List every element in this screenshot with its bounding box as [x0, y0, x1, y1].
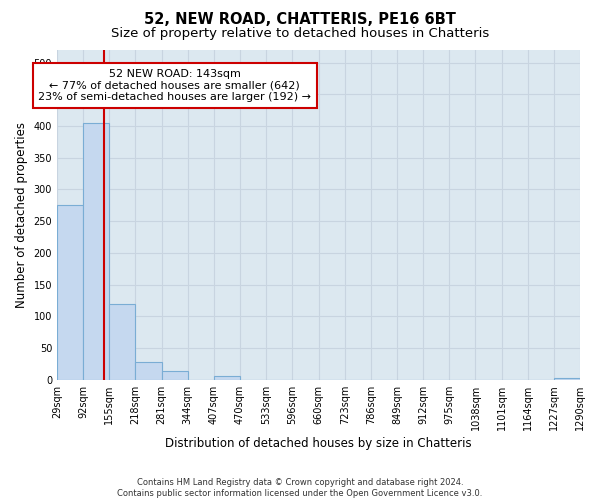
Bar [109, 304, 136, 380]
Text: Size of property relative to detached houses in Chatteris: Size of property relative to detached ho… [111, 28, 489, 40]
Bar [57, 206, 83, 380]
Bar [83, 123, 109, 380]
Text: Contains HM Land Registry data © Crown copyright and database right 2024.
Contai: Contains HM Land Registry data © Crown c… [118, 478, 482, 498]
Bar [214, 376, 240, 380]
Text: 52, NEW ROAD, CHATTERIS, PE16 6BT: 52, NEW ROAD, CHATTERIS, PE16 6BT [144, 12, 456, 28]
Bar [554, 378, 580, 380]
Bar [161, 372, 188, 380]
Bar [136, 362, 161, 380]
Y-axis label: Number of detached properties: Number of detached properties [15, 122, 28, 308]
Text: 52 NEW ROAD: 143sqm
← 77% of detached houses are smaller (642)
23% of semi-detac: 52 NEW ROAD: 143sqm ← 77% of detached ho… [38, 69, 311, 102]
X-axis label: Distribution of detached houses by size in Chatteris: Distribution of detached houses by size … [165, 437, 472, 450]
